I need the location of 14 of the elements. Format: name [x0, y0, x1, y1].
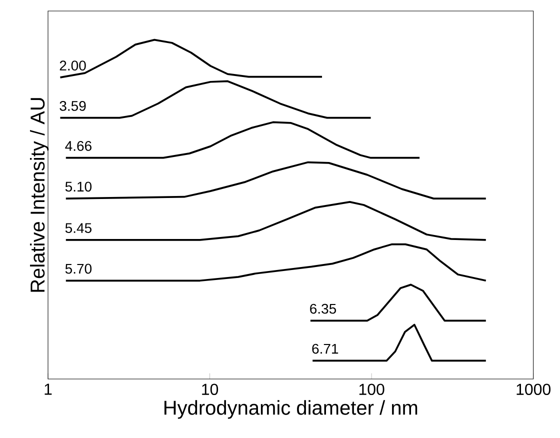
- series-label: 4.66: [65, 141, 92, 151]
- series-label: 5.45: [65, 223, 92, 234]
- x-tick-label: 1000: [516, 384, 551, 396]
- x-tick-label: 100: [359, 384, 384, 396]
- series-label: 6.71: [312, 344, 338, 354]
- series-label: 2.00: [60, 60, 86, 71]
- series-label: 5.70: [65, 264, 92, 274]
- series-label: 5.10: [65, 182, 92, 192]
- x-axis-title: Hydrodynamic diameter / nm: [164, 400, 418, 419]
- x-tick-label: 1: [44, 384, 52, 395]
- y-axis-title: Relative Intensity / AU: [30, 98, 49, 292]
- series-label: 6.35: [310, 304, 336, 314]
- series-label: 3.59: [60, 100, 86, 111]
- x-tick-label: 10: [202, 384, 218, 396]
